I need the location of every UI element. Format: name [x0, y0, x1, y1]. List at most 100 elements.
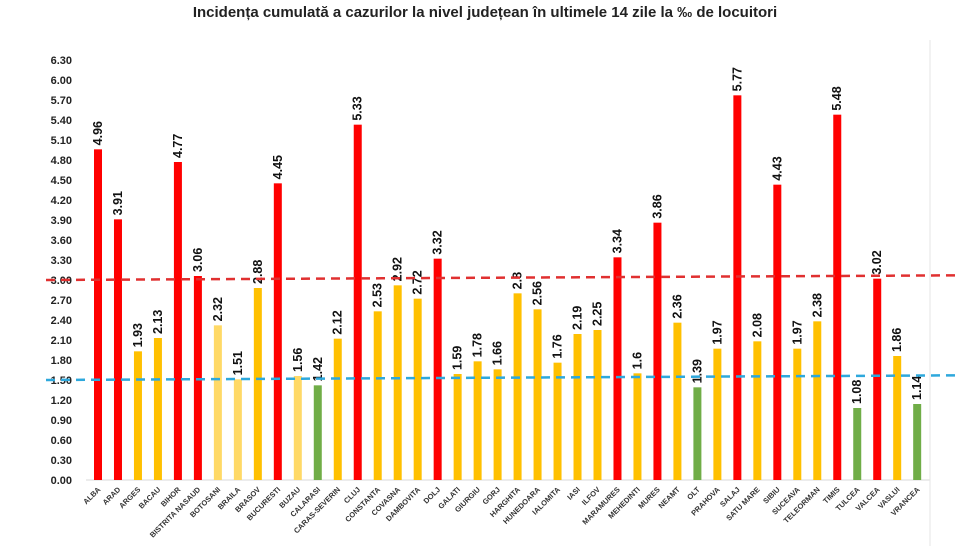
bar [553, 362, 562, 480]
data-label: 1.93 [131, 323, 145, 347]
bar [753, 341, 762, 480]
x-tick-label: IASI [565, 485, 582, 502]
data-label: 2.12 [331, 310, 345, 334]
reference-line [45, 374, 961, 382]
bar [653, 222, 662, 480]
data-label: 2.8 [511, 272, 525, 289]
data-label: 2.72 [411, 270, 425, 294]
x-tick-label: OLT [685, 485, 702, 502]
x-tick-label: MURES [636, 485, 662, 511]
bar [893, 356, 902, 480]
bar [253, 288, 262, 480]
data-label: 1.08 [850, 380, 864, 404]
data-label: 5.33 [351, 96, 365, 120]
y-tick-label: 6.00 [51, 75, 72, 87]
data-label: 2.19 [571, 306, 585, 330]
bar [793, 348, 802, 480]
data-label: 2.53 [371, 283, 385, 307]
bar [153, 338, 162, 480]
data-label: 3.34 [610, 229, 624, 253]
data-label: 4.43 [770, 156, 784, 180]
y-tick-label: 3.60 [51, 235, 72, 247]
data-label: 1.14 [910, 376, 924, 400]
bar [773, 184, 782, 480]
data-label: 1.76 [551, 334, 565, 358]
bar [833, 114, 842, 481]
data-label: 4.96 [91, 121, 105, 145]
y-tick-label: 6.30 [51, 55, 72, 67]
y-tick-label: 5.70 [51, 95, 72, 107]
bar [413, 298, 422, 480]
data-label: 2.25 [591, 302, 605, 326]
bar [813, 321, 822, 480]
bar [173, 162, 182, 480]
data-label: 1.56 [291, 348, 305, 372]
data-label: 3.02 [870, 250, 884, 274]
bar [213, 325, 222, 480]
y-tick-label: 5.40 [51, 115, 72, 127]
bar [913, 404, 922, 480]
data-label: 2.56 [531, 281, 545, 305]
y-tick-label: 4.50 [51, 175, 72, 187]
data-label: 2.88 [251, 260, 265, 284]
bar [613, 257, 622, 480]
y-tick-label: 4.80 [51, 155, 72, 167]
data-label: 3.86 [650, 194, 664, 218]
chart-title: Incidența cumulată a cazurilor la nivel … [192, 4, 778, 21]
data-label: 1.78 [471, 333, 485, 357]
y-tick-label: 0.00 [51, 475, 72, 487]
x-tick-label: BACAU [137, 485, 163, 511]
y-tick-label: 4.20 [51, 195, 72, 207]
data-label: 2.36 [670, 294, 684, 318]
bar [853, 408, 862, 480]
data-label: 1.42 [311, 357, 325, 381]
y-tick-label: 3.90 [51, 215, 72, 227]
y-tick-label: 0.60 [51, 435, 72, 447]
data-label: 1.39 [690, 359, 704, 383]
bar [513, 293, 522, 480]
data-label: 2.92 [391, 257, 405, 281]
data-label: 1.51 [231, 351, 245, 375]
bar [313, 385, 322, 480]
bar [94, 149, 102, 481]
data-label: 4.45 [271, 155, 285, 179]
y-tick-label: 0.90 [51, 415, 72, 427]
bar [473, 361, 482, 480]
bar [593, 330, 602, 480]
y-tick-label: 5.10 [51, 135, 72, 147]
bar [493, 369, 502, 480]
data-label: 3.91 [111, 191, 125, 215]
data-label: 2.38 [810, 293, 824, 317]
x-tick-label: NEAMT [657, 485, 683, 511]
bar [373, 311, 382, 480]
bar [333, 338, 342, 480]
bar [273, 183, 282, 481]
bar [673, 322, 682, 480]
data-label: 1.6 [630, 352, 644, 369]
bar [453, 374, 462, 480]
y-tick-label: 0.30 [51, 455, 72, 467]
bar [693, 387, 702, 480]
data-label: 1.59 [451, 346, 465, 370]
data-label: 1.86 [890, 328, 904, 352]
data-label: 2.08 [750, 313, 764, 337]
data-label: 5.48 [830, 86, 844, 110]
data-label: 3.32 [431, 230, 445, 254]
y-tick-label: 2.10 [51, 335, 72, 347]
data-label: 1.66 [491, 341, 505, 365]
data-label: 4.77 [171, 134, 185, 158]
y-tick-label: 2.70 [51, 295, 72, 307]
bar [573, 334, 582, 480]
y-tick-label: 3.30 [51, 255, 72, 267]
reference-line [45, 274, 961, 282]
y-tick-label: 2.40 [51, 315, 72, 327]
bar [353, 124, 362, 481]
bar [733, 95, 742, 480]
data-label: 5.77 [730, 67, 744, 91]
x-tick-label: ALBA [81, 485, 103, 507]
bar [873, 278, 882, 480]
bar [533, 309, 542, 480]
data-label: 3.06 [191, 248, 205, 272]
data-label: 2.32 [211, 297, 225, 321]
y-tick-label: 1.20 [51, 395, 72, 407]
